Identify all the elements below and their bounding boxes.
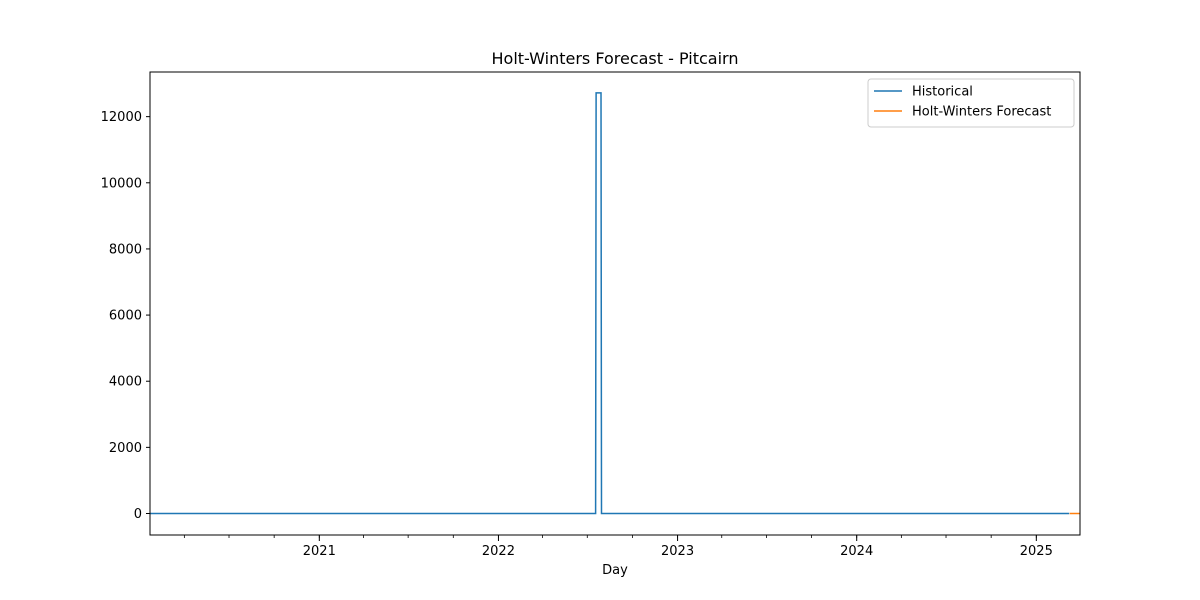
series-line-historical [150,92,1070,515]
y-tick-label: 6000 [109,309,142,324]
y-tick-label: 4000 [109,375,142,390]
y-tick-label: 12000 [101,110,142,125]
x-tick-label: 2025 [1020,544,1053,559]
legend-label: Historical [912,85,973,100]
y-tick-label: 2000 [109,441,142,456]
legend-label: Holt-Winters Forecast [912,105,1051,120]
x-tick-label: 2024 [840,544,873,559]
y-axis: 0 2000 4000 6000 8000 10000 12000 [101,110,150,522]
x-axis: 2021 2022 2023 2024 2025 [183,535,1053,559]
legend-box [867,78,1075,128]
plot-area [150,92,1080,515]
chart-title: Holt-Winters Forecast - Pitcairn [492,49,739,68]
x-tick-label: 2021 [303,544,336,559]
y-tick-label: 8000 [109,242,142,257]
y-tick-label: 10000 [101,176,142,191]
x-axis-label: Day [602,563,628,578]
y-tick-label: 0 [134,507,142,522]
legend: Historical Holt-Winters Forecast [867,78,1075,128]
x-tick-label: 2023 [661,544,694,559]
x-tick-label: 2022 [482,544,515,559]
plot-frame [149,71,1081,536]
